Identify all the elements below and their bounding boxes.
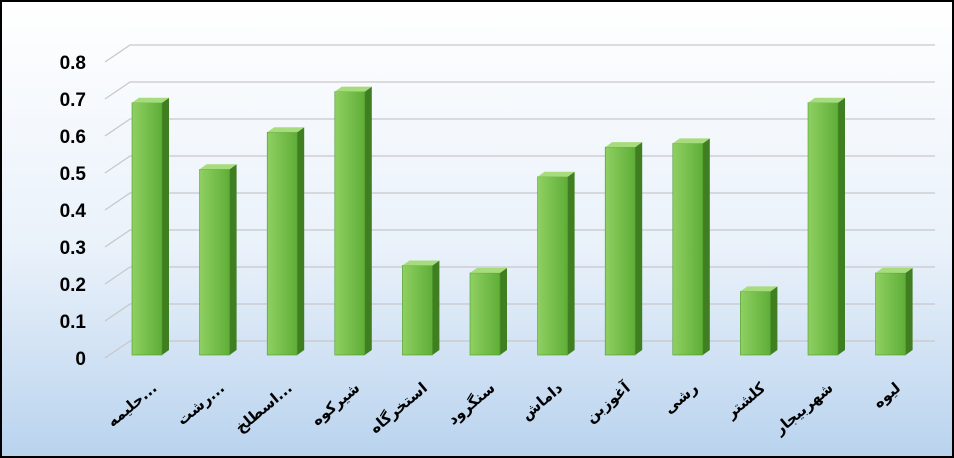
bar (469, 267, 507, 356)
bar (537, 171, 575, 356)
bar-side (635, 142, 643, 355)
grid-line (104, 81, 935, 100)
bar (266, 127, 305, 356)
grid-line (104, 303, 935, 322)
bar-top (875, 267, 913, 273)
y-tick-label: 0.7 (60, 90, 86, 111)
bar-side (432, 260, 440, 355)
bar-top (470, 267, 507, 273)
bar (402, 260, 440, 356)
bar-front (334, 91, 366, 356)
bar-top (132, 97, 169, 103)
bar-side (162, 97, 169, 355)
y-tick-label: 0.8 (60, 53, 86, 74)
bar-top (199, 164, 237, 170)
bar (672, 138, 710, 356)
grid-line (104, 192, 935, 211)
bar-side (567, 171, 575, 355)
bar-side (770, 286, 778, 355)
bar-top (740, 286, 778, 292)
grid-line (104, 266, 935, 285)
bar-front (740, 291, 771, 356)
bar-side (905, 267, 913, 355)
y-tick-label: 0.4 (60, 201, 87, 222)
bar-side (702, 138, 710, 355)
bar (807, 97, 845, 356)
bar-front (131, 102, 163, 356)
y-tick-label: 0 (75, 349, 86, 370)
bar (199, 164, 237, 356)
y-tick-label: 0.5 (60, 164, 87, 185)
bar-side (500, 267, 507, 355)
y-tick-label: 0.1 (60, 312, 87, 333)
bar-front (807, 102, 839, 356)
bar (604, 142, 643, 356)
bar (875, 267, 913, 356)
bar-front (402, 265, 433, 356)
bar-top (537, 171, 575, 177)
bar-front (537, 176, 568, 356)
bar (740, 286, 778, 356)
bar-side (229, 164, 237, 355)
bar-front (199, 169, 230, 356)
grid-line (104, 340, 935, 359)
bar-front (469, 272, 501, 356)
bar-front (875, 272, 906, 356)
bar (334, 86, 372, 356)
bar-top (605, 142, 643, 148)
bar-side (364, 86, 372, 355)
bar-top (334, 86, 372, 92)
bar-front (672, 143, 704, 356)
bar-top (402, 260, 440, 266)
bar-front (604, 146, 636, 356)
bar (131, 97, 169, 356)
bar-side (838, 97, 845, 355)
bar-front (266, 132, 298, 356)
y-tick-label: 0.3 (60, 238, 86, 259)
bar-top (267, 127, 305, 133)
grid-line (104, 155, 935, 174)
bar-top (808, 97, 845, 103)
grid-line (104, 118, 935, 137)
y-tick-label: 0.6 (60, 127, 86, 148)
grid-line (104, 44, 935, 63)
bar-top (672, 138, 710, 144)
bar-side (297, 127, 305, 355)
grid-line (104, 229, 935, 248)
y-tick-label: 0.2 (60, 275, 86, 296)
